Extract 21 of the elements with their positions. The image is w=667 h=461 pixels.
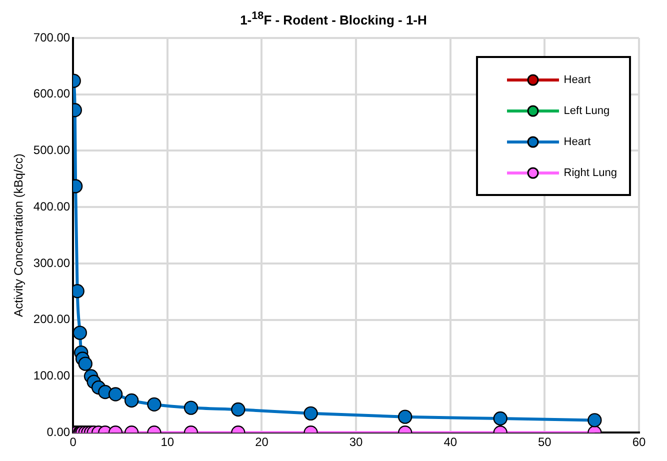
y-tick-label: 200.00 (33, 312, 70, 326)
x-tick-label: 30 (349, 435, 364, 450)
y-tick-label: 0.00 (46, 424, 70, 439)
x-tick-label: 40 (444, 435, 458, 450)
chart-title: 1-$^{18}$F - Rodent - Blocking - 1-H (239, 10, 428, 28)
x-tick-label: 10 (160, 435, 174, 450)
y-tick-label: 600.00 (33, 86, 70, 101)
legend-label: Heart (564, 74, 591, 86)
x-tick-label: 60 (632, 435, 646, 450)
legend-label: Left Lung (564, 104, 610, 116)
y-tick-label: 100.00 (33, 368, 70, 383)
x-tick-label: 0 (70, 435, 77, 450)
y-tick-label: 500.00 (33, 143, 70, 158)
legend-label: Right Lung (564, 166, 617, 178)
y-tick-label: 700.00 (33, 30, 70, 44)
y-tick-label: 300.00 (33, 256, 70, 270)
y-axis-title: Activity Concentration (kBq/cc) (12, 154, 26, 317)
legend-label: Heart (564, 136, 591, 148)
x-tick-label: 20 (255, 435, 269, 450)
x-tick-label: 50 (538, 435, 552, 450)
y-tick-label: 400.00 (33, 199, 70, 214)
